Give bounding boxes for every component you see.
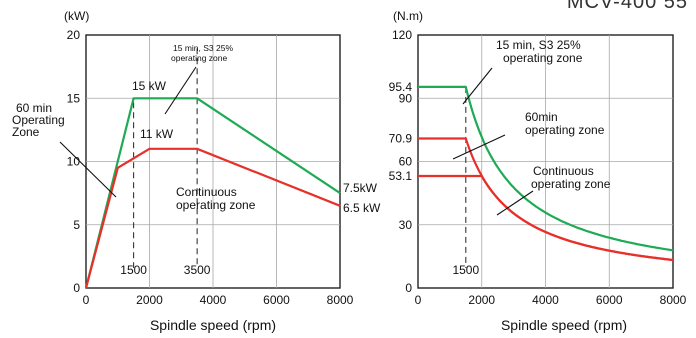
torque-x-tick-label: 6000 [596, 293, 623, 307]
torque-annot-15min-2: operating zone [503, 51, 583, 65]
power-label-15kw: 15 kW [132, 79, 167, 93]
power-y-tick-label: 20 [67, 28, 81, 42]
torque-annot-60min-2: operating zone [525, 123, 605, 137]
power-marker-lines: 1500 3500 [120, 48, 211, 277]
torque-y-unit: (N.m) [393, 9, 423, 23]
torque-pointer-60min [452, 134, 506, 160]
power-marker-label-3500: 3500 [184, 263, 211, 277]
torque-annot-cont-1: Continuous [533, 164, 594, 178]
power-annot-cont-1: Continuous [176, 185, 237, 199]
power-x-tick-label: 6000 [263, 293, 290, 307]
power-annot-15min-2: operating zone [171, 53, 228, 63]
power-x-tick-label: 2000 [136, 293, 163, 307]
power-end-green: 7.5kW [343, 181, 378, 195]
torque-pointer-cont [496, 190, 534, 216]
power-y-tick-label: 15 [67, 91, 81, 105]
torque-x-axis-label: Spindle speed (rpm) [501, 317, 627, 333]
power-series-line-1 [84, 147, 341, 289]
power-annot-60min-2: Operating [12, 113, 65, 127]
torque-y-tick-label: 30 [399, 218, 413, 232]
torque-y-extra-tick-label: 53.1 [389, 169, 413, 183]
power-marker-label-1500: 1500 [120, 263, 147, 277]
torque-marker-lines: 1500 [452, 86, 479, 277]
torque-series-line-2 [418, 174, 674, 262]
power-y-tick-label: 5 [73, 218, 80, 232]
power-x-tick-label: 4000 [200, 293, 227, 307]
power-end-red: 6.5 kW [343, 201, 381, 215]
torque-y-tick-label: 90 [399, 91, 413, 105]
torque-y-tick-label: 0 [405, 281, 412, 295]
torque-annot-15min-1: 15 min, S3 25% [496, 38, 581, 52]
power-x-tick-label: 0 [83, 293, 90, 307]
power-annot-15min-1: 15 min, S3 25% [173, 43, 233, 53]
power-y-unit: (kW) [64, 9, 89, 23]
power-annot-60min-1: 60 min [16, 101, 52, 115]
torque-annot-60min-1: 60min [525, 110, 558, 124]
power-annot-cont-2: operating zone [176, 198, 256, 212]
torque-marker-label-1500: 1500 [452, 263, 479, 277]
torque-pointer-15min [462, 67, 493, 105]
torque-series [418, 85, 674, 262]
torque-y-extra-tick-label: 95.4 [389, 80, 413, 94]
torque-x-tick-label: 4000 [532, 293, 559, 307]
power-y-tick-label: 0 [73, 281, 80, 295]
power-pointer-15min [164, 66, 197, 115]
torque-y-extra-tick-label: 70.9 [389, 132, 413, 146]
power-annot-60min-3: Zone [12, 125, 40, 139]
torque-series-line-0 [418, 85, 674, 252]
power-x-tick-label: 8000 [327, 293, 354, 307]
torque-x-tick-label: 0 [415, 293, 422, 307]
power-pointer-60min [59, 141, 117, 198]
power-x-axis-label: Spindle speed (rpm) [150, 317, 276, 333]
power-series-line-0 [84, 97, 341, 289]
torque-y-tick-label: 120 [392, 28, 412, 42]
torque-x-tick-label: 8000 [660, 293, 687, 307]
torque-y-tick-label: 60 [399, 155, 413, 169]
model-label: MCV-400 55 [566, 0, 688, 13]
torque-x-tick-label: 2000 [468, 293, 495, 307]
torque-grid [418, 35, 673, 288]
power-label-11kw: 11 kW [140, 127, 174, 141]
torque-annot-cont-2: operating zone [531, 177, 611, 191]
power-series [84, 97, 341, 289]
torque-ticks: 0 2000 4000 6000 8000 0 30 60 90 120 95.4 70.9 53.1 [389, 28, 687, 307]
